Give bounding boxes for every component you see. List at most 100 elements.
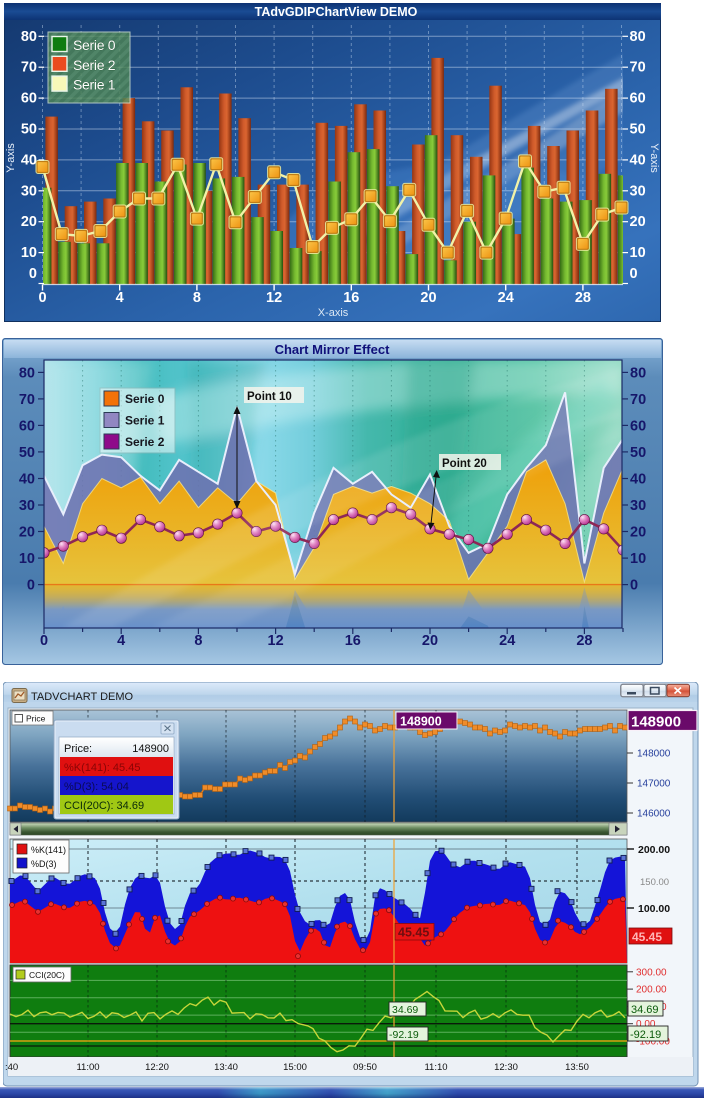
svg-text:80: 80	[21, 29, 37, 45]
svg-text::40: :40	[5, 1062, 18, 1073]
svg-text:45.45: 45.45	[398, 926, 429, 940]
svg-text:200.00: 200.00	[638, 844, 670, 856]
svg-text:TADVCHART DEMO: TADVCHART DEMO	[31, 691, 134, 703]
svg-text:4: 4	[116, 290, 124, 306]
svg-text:20: 20	[630, 525, 646, 541]
svg-text:0: 0	[27, 578, 35, 594]
svg-text:10: 10	[630, 551, 646, 567]
svg-text:8: 8	[194, 633, 202, 649]
svg-text:150.00: 150.00	[640, 877, 669, 888]
svg-text:60: 60	[630, 91, 646, 107]
svg-text:20: 20	[630, 214, 646, 230]
svg-text:TAdvGDIPChartView DEMO: TAdvGDIPChartView DEMO	[255, 5, 418, 19]
svg-text:8: 8	[193, 290, 201, 306]
svg-text:11:00: 11:00	[76, 1062, 99, 1073]
svg-text:15:00: 15:00	[283, 1062, 307, 1073]
svg-text:20: 20	[420, 290, 436, 306]
svg-text:200.00: 200.00	[636, 985, 667, 996]
svg-text:0: 0	[40, 633, 48, 649]
svg-text:Serie 2: Serie 2	[125, 435, 165, 449]
svg-text:12:30: 12:30	[494, 1062, 518, 1073]
svg-text:50: 50	[630, 122, 646, 138]
svg-text:CCI(20C): CCI(20C)	[29, 970, 65, 980]
svg-text:%K(141): 45.45: %K(141): 45.45	[64, 762, 140, 774]
svg-text:148900: 148900	[631, 714, 681, 731]
svg-text:146000: 146000	[637, 809, 671, 820]
svg-text:60: 60	[19, 418, 35, 434]
svg-text:24: 24	[498, 290, 514, 306]
svg-text:X-axis: X-axis	[318, 307, 349, 319]
svg-text:300.00: 300.00	[636, 967, 667, 978]
svg-text:13:40: 13:40	[214, 1062, 238, 1073]
svg-text:13:50: 13:50	[565, 1062, 589, 1073]
svg-text:Serie 1: Serie 1	[73, 77, 116, 93]
svg-text:60: 60	[21, 91, 37, 107]
svg-text:Price:: Price:	[64, 743, 92, 755]
svg-text:30: 30	[21, 183, 37, 199]
svg-text:16: 16	[345, 633, 361, 649]
svg-text:30: 30	[19, 498, 35, 514]
svg-text:16: 16	[343, 290, 359, 306]
svg-text:40: 40	[19, 472, 35, 488]
svg-text:34.69: 34.69	[392, 1004, 418, 1016]
svg-text:80: 80	[630, 365, 646, 381]
svg-text:12:20: 12:20	[145, 1062, 169, 1073]
svg-text:70: 70	[630, 392, 646, 408]
svg-text:Point 20: Point 20	[442, 458, 487, 470]
svg-text:60: 60	[630, 418, 646, 434]
svg-text:20: 20	[21, 214, 37, 230]
svg-text:11:10: 11:10	[424, 1062, 447, 1073]
svg-text:10: 10	[21, 245, 37, 261]
svg-text:80: 80	[19, 365, 35, 381]
svg-text:Serie 2: Serie 2	[73, 57, 116, 73]
svg-text:-92.19: -92.19	[389, 1029, 419, 1041]
svg-text:80: 80	[630, 29, 646, 45]
svg-text:10: 10	[19, 551, 35, 567]
svg-text:-100.00: -100.00	[636, 1037, 670, 1048]
svg-text:40: 40	[630, 472, 646, 488]
svg-text:Y-axis: Y-axis	[5, 143, 17, 173]
svg-text:%D(3): 54.04: %D(3): 54.04	[64, 781, 129, 793]
svg-text:%D(3): %D(3)	[31, 859, 57, 869]
svg-text:0: 0	[630, 578, 638, 594]
svg-text:0: 0	[38, 290, 46, 306]
svg-text:Chart Mirror Effect: Chart Mirror Effect	[275, 342, 391, 357]
svg-text:0: 0	[630, 266, 638, 282]
svg-text:45.45: 45.45	[632, 930, 662, 944]
svg-text:70: 70	[19, 392, 35, 408]
svg-text:50: 50	[630, 445, 646, 461]
svg-text:70: 70	[630, 60, 646, 76]
svg-text:09:50: 09:50	[353, 1062, 377, 1073]
svg-text:28: 28	[576, 633, 592, 649]
svg-text:4: 4	[117, 633, 125, 649]
svg-text:50: 50	[21, 122, 37, 138]
svg-text:50: 50	[19, 445, 35, 461]
svg-text:%K(141): %K(141)	[31, 845, 66, 855]
svg-text:Point 10: Point 10	[247, 391, 292, 403]
svg-text:Serie 1: Serie 1	[125, 414, 165, 428]
svg-text:40: 40	[21, 152, 37, 168]
svg-text:148000: 148000	[637, 749, 671, 760]
svg-text:0: 0	[29, 266, 37, 282]
svg-text:12: 12	[266, 290, 282, 306]
svg-text:Serie 0: Serie 0	[73, 37, 116, 53]
svg-text:100.00: 100.00	[638, 903, 670, 915]
svg-text:Y-axis: Y-axis	[648, 143, 660, 173]
svg-text:28: 28	[575, 290, 591, 306]
svg-text:Price: Price	[26, 714, 46, 724]
svg-text:148900: 148900	[132, 743, 169, 755]
svg-text:30: 30	[630, 183, 646, 199]
svg-text:34.69: 34.69	[631, 1004, 659, 1016]
svg-text:148900: 148900	[400, 715, 442, 729]
svg-text:40: 40	[630, 152, 646, 168]
svg-text:12: 12	[268, 633, 284, 649]
svg-text:30: 30	[630, 498, 646, 514]
svg-text:-92.19: -92.19	[630, 1029, 661, 1041]
svg-text:20: 20	[422, 633, 438, 649]
svg-text:CCI(20C): 34.69: CCI(20C): 34.69	[64, 800, 144, 812]
svg-text:20: 20	[19, 525, 35, 541]
svg-text:70: 70	[21, 60, 37, 76]
svg-text:0.00: 0.00	[636, 1019, 656, 1030]
svg-text:Serie 0: Serie 0	[125, 392, 165, 406]
svg-text:10: 10	[630, 245, 646, 261]
